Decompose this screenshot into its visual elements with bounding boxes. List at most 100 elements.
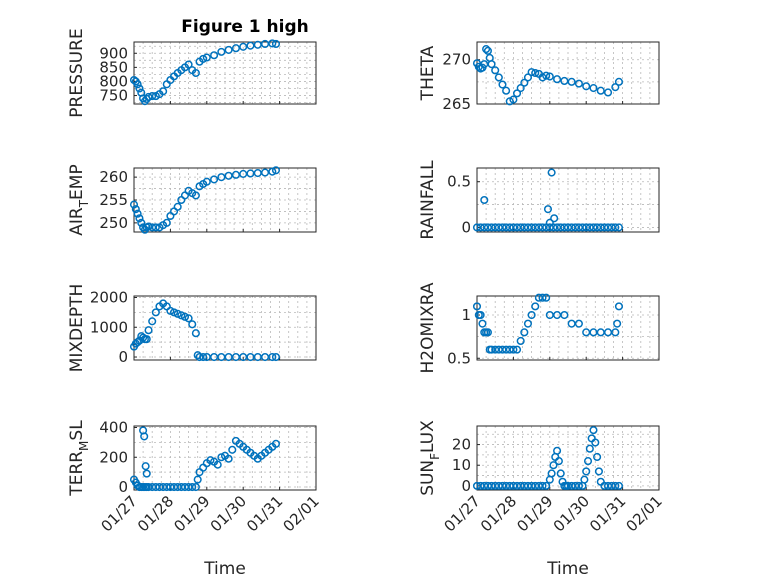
data-point xyxy=(553,75,562,84)
data-point xyxy=(554,457,563,466)
axes-box xyxy=(476,425,660,491)
data-point xyxy=(614,302,624,311)
data-point xyxy=(166,306,175,315)
data-point xyxy=(611,328,620,337)
data-point xyxy=(614,481,624,490)
y-tick-label: 400 xyxy=(99,418,128,436)
data-point xyxy=(144,92,153,102)
y-tick-label: 0 xyxy=(461,218,471,236)
data-point xyxy=(550,214,559,223)
panel-air-temp: 250 255 260 AIRTEMP xyxy=(67,164,317,236)
data-point xyxy=(611,83,620,92)
data-point xyxy=(191,191,200,200)
data-point xyxy=(509,345,518,354)
data-point xyxy=(574,319,583,328)
data-point xyxy=(191,68,200,78)
data-point xyxy=(137,218,146,227)
data-point xyxy=(239,42,248,51)
y-tick-label: 0 xyxy=(118,348,128,366)
data-point xyxy=(135,214,144,223)
x-tick-label: 01/29 xyxy=(513,492,556,535)
data-point xyxy=(487,60,496,69)
data-point xyxy=(574,481,583,490)
data-point xyxy=(253,168,262,178)
data-point xyxy=(148,92,157,101)
y-tick-label: 260 xyxy=(99,168,128,186)
y-axis-label: THETA xyxy=(418,45,438,101)
data-point xyxy=(523,73,533,82)
data-point xyxy=(567,77,576,86)
data-point xyxy=(162,218,171,227)
y-tick-label: 200 xyxy=(99,448,128,466)
x-tick-label: 02/01 xyxy=(623,492,666,535)
data-point xyxy=(589,426,598,435)
y-tick-label: 0 xyxy=(461,477,471,495)
x-tick-label: 01/28 xyxy=(134,492,177,535)
x-tick-label: 01/27 xyxy=(441,492,484,535)
x-tick-label: 01/28 xyxy=(477,492,520,535)
figure-title: Figure 1 high xyxy=(181,17,309,37)
data-point xyxy=(159,87,168,96)
data-point xyxy=(184,60,193,69)
data-point xyxy=(141,462,150,471)
data-point xyxy=(527,68,536,77)
y-tick-label: 1 xyxy=(461,306,471,324)
data-point xyxy=(268,352,277,362)
data-point xyxy=(545,72,554,81)
data-point xyxy=(139,333,148,342)
data-point xyxy=(593,452,602,462)
y-tick-label: 270 xyxy=(442,51,471,69)
data-point xyxy=(582,467,591,476)
data-point xyxy=(129,200,139,209)
data-point xyxy=(516,84,525,93)
data-point xyxy=(169,308,179,317)
data-point xyxy=(260,168,270,177)
data-point xyxy=(140,432,149,441)
data-point xyxy=(553,446,562,455)
data-point xyxy=(188,482,197,492)
data-point xyxy=(516,336,525,346)
data-point xyxy=(148,317,157,326)
data-point xyxy=(210,51,219,60)
data-point xyxy=(583,457,593,466)
data-point xyxy=(191,482,200,492)
data-point xyxy=(199,463,208,472)
y-axis-label: MIXDEPTH xyxy=(67,284,87,373)
y-axis-label: SUNFLUX xyxy=(418,420,442,496)
data-point xyxy=(589,328,598,337)
axes-box xyxy=(476,295,660,361)
y-axis-label: PRESSURE xyxy=(67,28,87,117)
data-point xyxy=(246,169,255,178)
data-point xyxy=(271,439,281,448)
data-point xyxy=(613,319,622,328)
data-point xyxy=(614,77,624,86)
data-point xyxy=(538,481,547,490)
data-point xyxy=(217,173,226,182)
data-point xyxy=(580,475,589,484)
data-point xyxy=(538,293,547,302)
data-point xyxy=(502,86,511,95)
data-point xyxy=(271,352,281,362)
y-tick-label: 265 xyxy=(442,95,471,113)
y-tick-label: 750 xyxy=(99,87,128,105)
y-tick-label: 20 xyxy=(452,436,471,454)
data-point xyxy=(480,195,489,205)
data-point xyxy=(268,167,277,176)
data-point xyxy=(542,71,551,80)
data-point xyxy=(199,54,208,63)
data-point xyxy=(549,461,558,470)
data-point xyxy=(543,205,553,214)
data-point xyxy=(142,335,151,344)
data-point xyxy=(574,79,583,88)
data-point xyxy=(151,308,160,317)
x-axis-label: Time xyxy=(203,559,246,579)
y-tick-label: 10 xyxy=(452,456,471,474)
x-tick-label: 01/31 xyxy=(586,492,629,535)
y-axis-label: H2OMIXRA xyxy=(418,282,438,373)
data-point xyxy=(556,469,565,478)
y-tick-label: 0.5 xyxy=(447,349,471,367)
y-tick-label: 255 xyxy=(99,191,128,209)
x-tick-label: 01/31 xyxy=(243,492,286,535)
data-point xyxy=(217,47,226,56)
